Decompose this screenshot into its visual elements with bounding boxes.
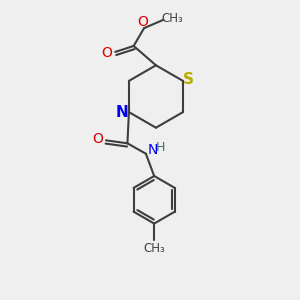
Text: N: N	[116, 105, 129, 120]
Text: CH₃: CH₃	[161, 12, 183, 25]
Text: H: H	[156, 141, 165, 154]
Text: CH₃: CH₃	[143, 242, 165, 255]
Text: O: O	[101, 46, 112, 60]
Text: O: O	[92, 132, 103, 146]
Text: O: O	[137, 15, 148, 28]
Text: S: S	[183, 72, 194, 87]
Text: N: N	[147, 143, 158, 157]
